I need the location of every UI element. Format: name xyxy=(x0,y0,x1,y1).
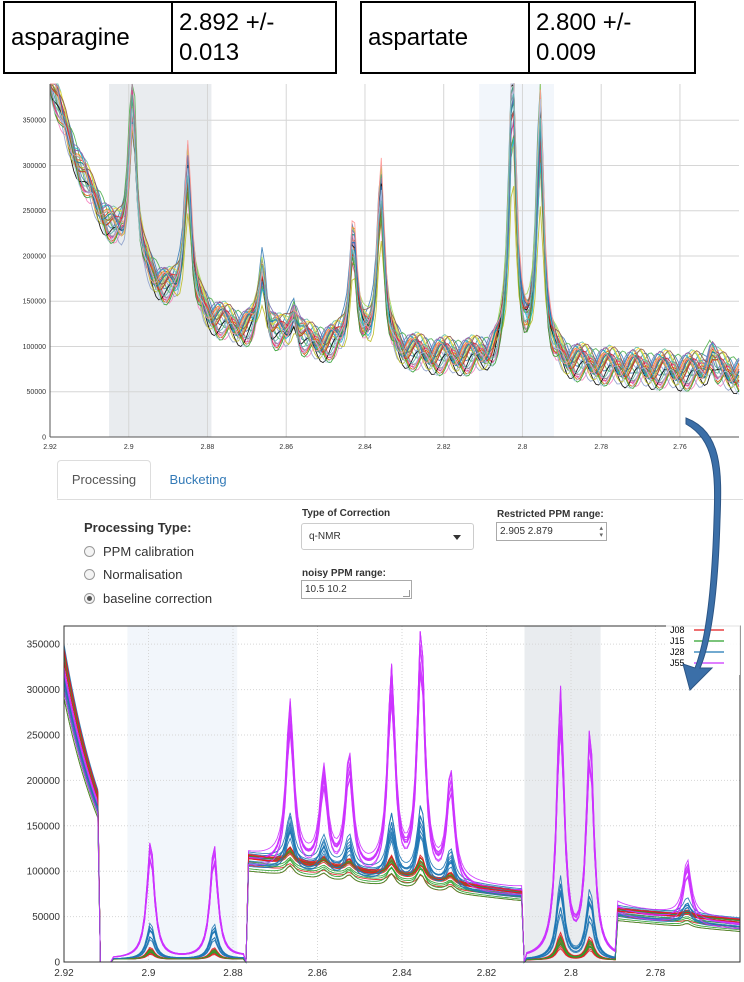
spectrum-line xyxy=(63,673,741,963)
y-tick-label: 0 xyxy=(42,434,46,441)
asparagine-result-box: asparagine 2.892 +/- 0.013 xyxy=(3,1,337,74)
y-tick-label: 100000 xyxy=(27,867,61,878)
asparagine-value-line1: 2.892 +/- xyxy=(179,8,275,36)
x-tick-label: 2.78 xyxy=(646,968,666,979)
restricted-range-value: 2.905 2.879 xyxy=(500,526,553,537)
restricted-range-input[interactable]: 2.905 2.879 ▴ ▾ xyxy=(496,522,607,541)
spectrum-chart-top: 2.92 2.9 2.88 2.86 2.84 2.82 2.8 2.78 2.76 0 50000… xyxy=(23,82,740,451)
spectrum-line xyxy=(49,83,740,376)
radio-baseline-correction-label: baseline correction xyxy=(103,591,213,606)
asparagine-value: 2.892 +/- 0.013 xyxy=(171,3,337,72)
y-tick-label: 100000 xyxy=(23,344,46,351)
radio-button-icon[interactable] xyxy=(84,546,95,557)
radio-button-icon[interactable] xyxy=(84,569,95,580)
noisy-range-input[interactable]: 10.5 10.2 xyxy=(301,580,412,599)
y-tick-label: 150000 xyxy=(23,299,46,306)
radio-ppm-calibration[interactable]: PPM calibration xyxy=(84,544,194,559)
x-tick-label: 2.84 xyxy=(358,444,372,451)
x-tick-label: 2.92 xyxy=(54,968,74,979)
tab-processing[interactable]: Processing xyxy=(57,460,151,499)
legend-label-j28: J28 xyxy=(670,647,685,657)
tab-bucketing[interactable]: Bucketing xyxy=(169,471,227,487)
x-tick-label: 2.78 xyxy=(594,444,608,451)
spectrum-line xyxy=(49,83,740,386)
radio-normalisation[interactable]: Normalisation xyxy=(84,567,182,582)
restricted-range-label: Restricted PPM range: xyxy=(497,509,604,520)
x-tick-label: 2.82 xyxy=(437,444,451,451)
correction-type-select[interactable]: q-NMR xyxy=(301,523,474,550)
x-tick-label: 2.82 xyxy=(477,968,497,979)
resize-handle-icon[interactable] xyxy=(403,590,410,597)
y-tick-label: 350000 xyxy=(23,118,46,125)
x-tick-label: 2.9 xyxy=(142,968,156,979)
y-tick-label: 0 xyxy=(54,958,60,969)
tab-bar: Processing Bucketing xyxy=(57,460,743,500)
processing-type-label: Processing Type: xyxy=(84,520,192,535)
plot-frame xyxy=(63,625,741,963)
y-tick-label: 300000 xyxy=(27,685,61,696)
x-tick-label: 2.92 xyxy=(43,444,57,451)
radio-button-checked-icon[interactable] xyxy=(84,593,95,604)
shaded-region xyxy=(524,626,601,962)
y-tick-label: 300000 xyxy=(23,163,46,170)
y-tick-label: 250000 xyxy=(23,208,46,215)
spectrum-line xyxy=(50,83,740,384)
x-tick-label: 2.88 xyxy=(201,444,215,451)
y-tick-label: 250000 xyxy=(27,730,61,741)
spectrum-line xyxy=(49,83,740,384)
radio-baseline-correction[interactable]: baseline correction xyxy=(84,591,212,606)
aspartate-name: aspartate xyxy=(368,23,469,51)
noisy-range-label: noisy PPM range: xyxy=(302,568,386,579)
legend-label-j55: J55 xyxy=(670,658,685,668)
radio-ppm-calibration-label: PPM calibration xyxy=(103,544,195,559)
correction-type-value: q-NMR xyxy=(309,531,341,542)
aspartate-value-line1: 2.800 +/- xyxy=(536,8,632,36)
x-tick-label: 2.86 xyxy=(279,444,293,451)
y-tick-label: 50000 xyxy=(32,912,60,923)
spinner-arrows-icon[interactable]: ▴ ▾ xyxy=(599,525,603,539)
y-tick-label: 150000 xyxy=(27,821,61,832)
y-tick-label: 50000 xyxy=(27,389,47,396)
shaded-region xyxy=(127,626,238,962)
asparagine-name: asparagine xyxy=(11,23,130,51)
y-tick-label: 350000 xyxy=(27,640,61,651)
correction-type-label: Type of Correction xyxy=(302,508,391,519)
spectrum-line xyxy=(63,698,741,964)
x-tick-label: 2.8 xyxy=(564,968,578,979)
legend-label-j08: J08 xyxy=(670,625,685,635)
x-tick-label: 2.9 xyxy=(124,444,134,451)
noisy-range-value: 10.5 10.2 xyxy=(305,584,347,595)
x-tick-label: 2.76 xyxy=(673,444,687,451)
asparagine-value-line2: 0.013 xyxy=(179,38,240,66)
spectrum-chart-bottom: 2.92 2.9 2.88 2.86 2.84 2.82 2.8 2.78 0 50000 1000… xyxy=(27,625,741,979)
x-tick-label: 2.84 xyxy=(392,968,412,979)
x-tick-label: 2.88 xyxy=(223,968,243,979)
spectrum-line xyxy=(49,83,740,395)
aspartate-result-box: aspartate 2.800 +/- 0.009 xyxy=(360,1,696,74)
y-tick-label: 200000 xyxy=(27,776,61,787)
aspartate-value-line2: 0.009 xyxy=(536,38,597,66)
caret-down-icon xyxy=(453,535,461,540)
legend-label-j15: J15 xyxy=(670,636,685,646)
x-tick-label: 2.86 xyxy=(308,968,328,979)
aspartate-value: 2.800 +/- 0.009 xyxy=(528,3,696,72)
y-tick-label: 200000 xyxy=(23,253,46,260)
radio-normalisation-label: Normalisation xyxy=(103,567,183,582)
spectrum-line xyxy=(63,643,741,963)
x-tick-label: 2.8 xyxy=(518,444,528,451)
